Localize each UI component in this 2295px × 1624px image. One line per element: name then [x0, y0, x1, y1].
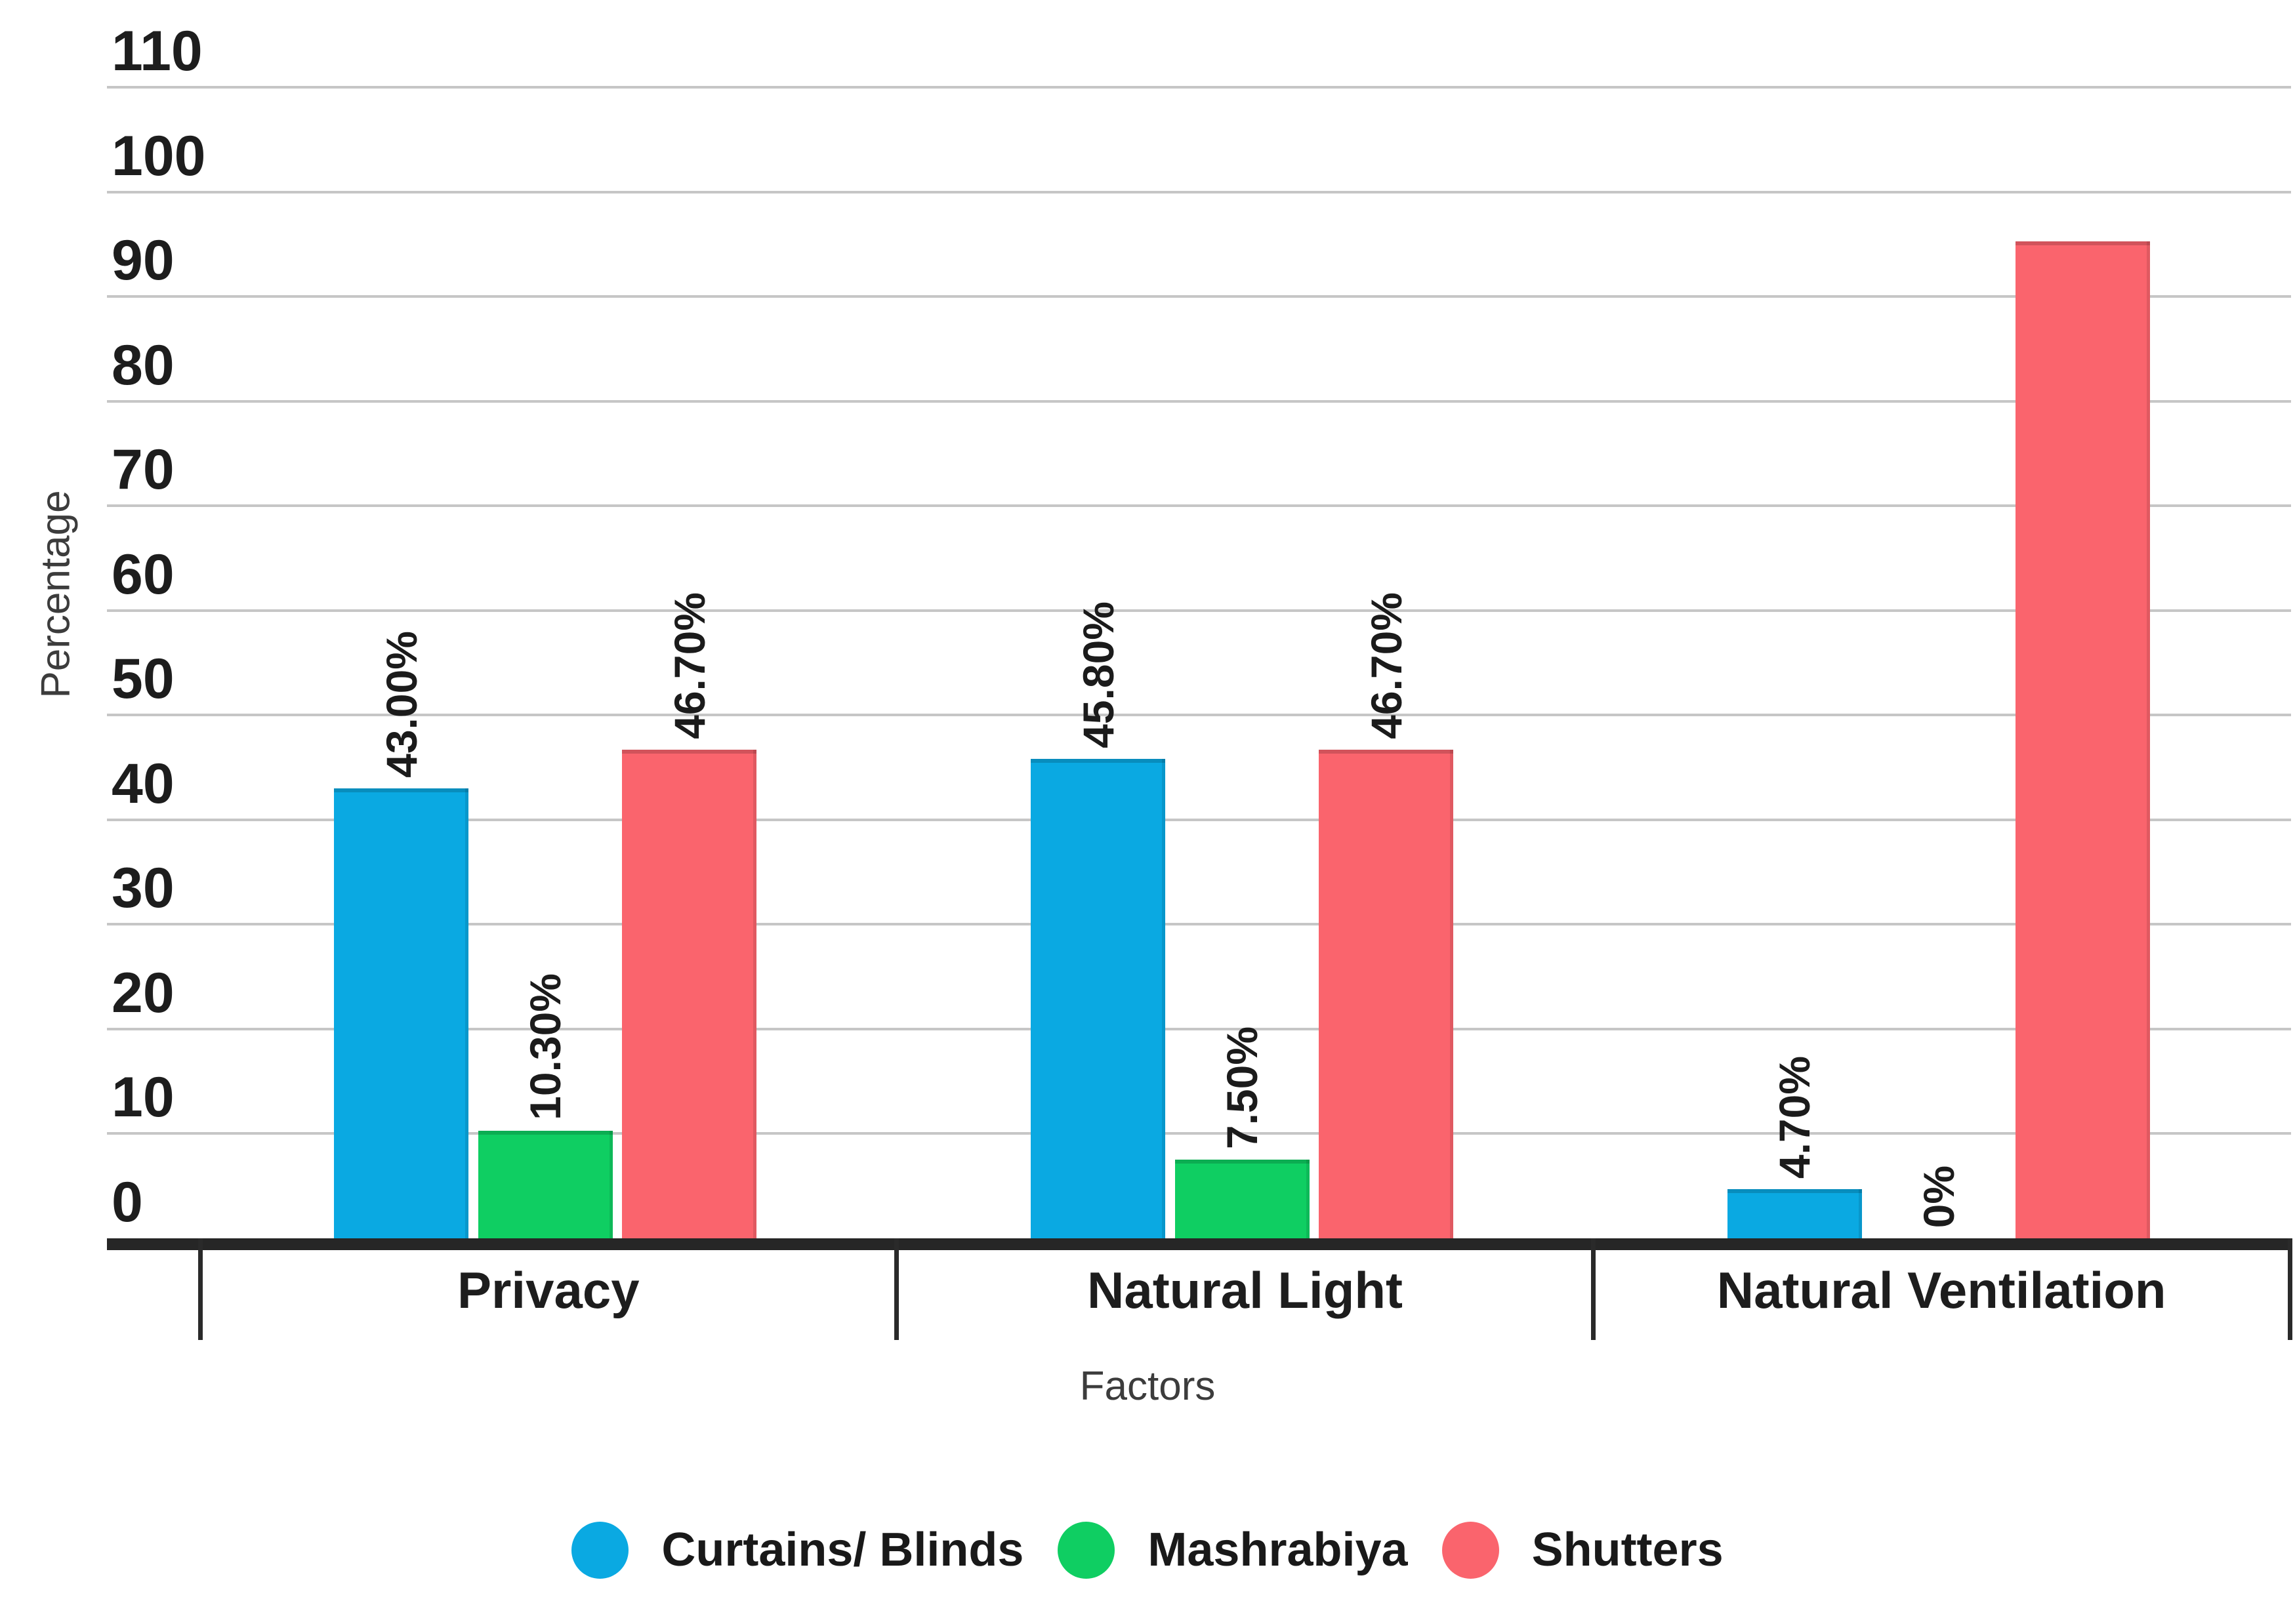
legend-label-curtains-blinds: Curtains/ Blinds	[661, 1524, 1024, 1576]
bar-value-label-curtains-blinds-privacy: 43.00%	[377, 631, 426, 778]
gridline-50	[107, 714, 2291, 717]
gridline-100	[107, 190, 2291, 193]
y-tick-label-90: 90	[112, 229, 175, 293]
x-axis-line	[107, 1238, 2291, 1250]
legend-item-shutters[interactable]: Shutters	[1441, 1521, 1724, 1579]
bar-shutters-natural-light[interactable]	[1319, 749, 1453, 1238]
y-tick-label-110: 110	[112, 19, 203, 83]
gridline-10	[107, 1132, 2291, 1135]
y-tick-label-30: 30	[112, 857, 175, 920]
gridline-30	[107, 923, 2291, 926]
x-axis-tick-2	[1590, 1238, 1596, 1340]
y-tick-label-70: 70	[112, 438, 175, 502]
y-tick-label-40: 40	[112, 752, 175, 815]
bar-value-label-mashrabiya-natural-ventilation: 0%	[1914, 1165, 1963, 1228]
y-tick-label-10: 10	[112, 1066, 175, 1129]
legend-swatch-icon-shutters	[1441, 1521, 1499, 1579]
bar-curtains-blinds-natural-light[interactable]	[1031, 759, 1165, 1238]
x-axis-title: Factors	[1079, 1364, 1216, 1409]
bar-value-label-mashrabiya-natural-light: 7.50%	[1218, 1026, 1266, 1150]
y-tick-label-80: 80	[112, 333, 175, 397]
y-tick-label-20: 20	[112, 961, 175, 1025]
gridline-110	[107, 85, 2291, 89]
bar-mashrabiya-privacy[interactable]	[478, 1130, 613, 1238]
legend-swatch-icon-curtains-blinds	[571, 1521, 629, 1579]
gridline-90	[107, 295, 2291, 298]
bar-value-label-mashrabiya-privacy: 10.30%	[521, 973, 570, 1120]
category-label-natural-light: Natural Light	[1087, 1261, 1403, 1319]
y-tick-label-50: 50	[112, 647, 175, 711]
y-tick-label-0: 0	[112, 1171, 143, 1234]
bar-curtains-blinds-natural-ventilation[interactable]	[1727, 1189, 1862, 1238]
legend-label-mashrabiya: Mashrabiya	[1148, 1524, 1408, 1576]
bar-shutters-privacy[interactable]	[622, 749, 757, 1238]
y-tick-label-100: 100	[112, 124, 206, 188]
bar-value-label-shutters-natural-light: 46.70%	[1361, 592, 1411, 739]
y-tick-label-60: 60	[112, 542, 175, 606]
category-label-natural-ventilation: Natural Ventilation	[1716, 1261, 2166, 1319]
bar-value-label-curtains-blinds-natural-ventilation: 4.70%	[1770, 1055, 1819, 1179]
gridline-40	[107, 818, 2291, 821]
category-label-privacy: Privacy	[457, 1261, 640, 1319]
legend-label-shutters: Shutters	[1531, 1524, 1724, 1576]
y-axis-title: Percentage	[33, 490, 79, 699]
bar-value-label-curtains-blinds-natural-light: 45.80%	[1073, 601, 1123, 749]
x-axis-tick-3	[2287, 1238, 2292, 1340]
bar-curtains-blinds-privacy[interactable]	[334, 788, 469, 1238]
bar-mashrabiya-natural-light[interactable]	[1174, 1160, 1310, 1238]
gridline-80	[107, 399, 2291, 403]
gridline-20	[107, 1027, 2291, 1030]
gridline-60	[107, 609, 2291, 612]
legend-item-curtains-blinds[interactable]: Curtains/ Blinds	[571, 1521, 1024, 1579]
bar-value-label-shutters-privacy: 46.70%	[665, 592, 714, 739]
x-axis-tick-0	[197, 1238, 203, 1340]
bar-shutters-natural-ventilation[interactable]	[2015, 241, 2150, 1238]
legend-swatch-icon-mashrabiya	[1058, 1521, 1115, 1579]
gridline-70	[107, 504, 2291, 508]
legend-item-mashrabiya[interactable]: Mashrabiya	[1058, 1521, 1408, 1579]
legend: Curtains/ Blinds Mashrabiya Shutters	[0, 1521, 2295, 1579]
x-axis-tick-1	[894, 1238, 899, 1340]
